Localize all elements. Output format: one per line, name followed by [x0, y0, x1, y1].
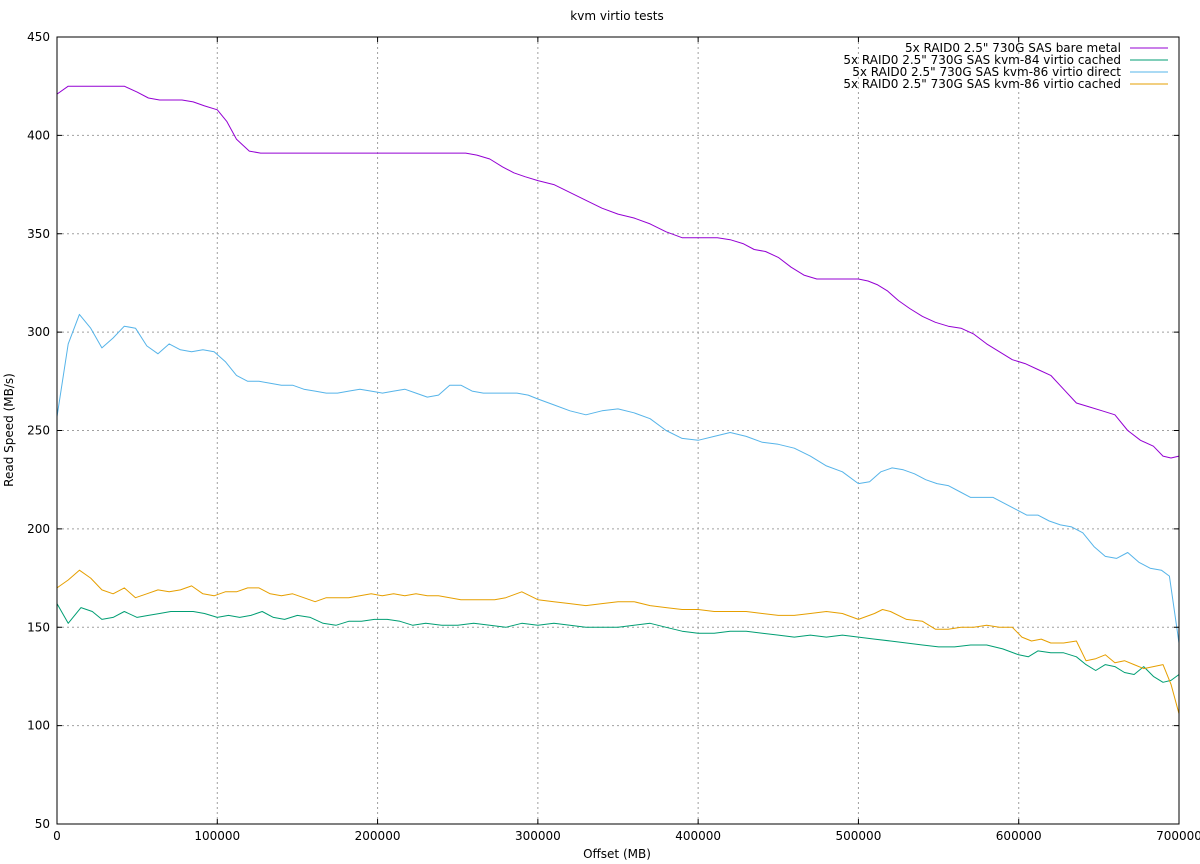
y-tick-label: 450 — [27, 30, 50, 44]
series-layer — [56, 85, 1180, 714]
legend-label: 5x RAID0 2.5" 730G SAS kvm-86 virtio cac… — [843, 77, 1121, 91]
x-axis-label: Offset (MB) — [583, 847, 651, 861]
ticks: 0 100000 200000 300000 400000 500000 600000 700… — [27, 30, 1200, 843]
x-tick-label: 200000 — [355, 829, 401, 843]
y-tick-label: 100 — [27, 719, 50, 733]
chart-title: kvm virtio tests — [570, 9, 663, 23]
x-tick-label: 500000 — [836, 829, 882, 843]
legend-label: 5x RAID0 2.5" 730G SAS kvm-86 virtio dir… — [852, 65, 1121, 79]
y-axis-label: Read Speed (MB/s) — [2, 373, 16, 487]
series-line — [56, 603, 1180, 683]
x-tick-label: 600000 — [996, 829, 1042, 843]
series-line — [56, 313, 1180, 644]
y-tick-label: 150 — [27, 620, 50, 634]
x-tick-label: 700000 — [1156, 829, 1200, 843]
y-tick-label: 50 — [35, 817, 50, 831]
y-tick-label: 350 — [27, 227, 50, 241]
legend-label: 5x RAID0 2.5" 730G SAS bare metal — [905, 41, 1121, 55]
y-tick-label: 300 — [27, 325, 50, 339]
y-tick-label: 400 — [27, 128, 50, 142]
y-tick-label: 200 — [27, 522, 50, 536]
y-tick-label: 250 — [27, 424, 50, 438]
series-line — [56, 85, 1180, 459]
x-tick-label: 400000 — [675, 829, 721, 843]
legend-label: 5x RAID0 2.5" 730G SAS kvm-84 virtio cac… — [843, 53, 1121, 67]
x-tick-label: 300000 — [515, 829, 561, 843]
x-tick-label: 100000 — [194, 829, 240, 843]
x-tick-label: 0 — [53, 829, 61, 843]
series-line — [56, 569, 1180, 714]
